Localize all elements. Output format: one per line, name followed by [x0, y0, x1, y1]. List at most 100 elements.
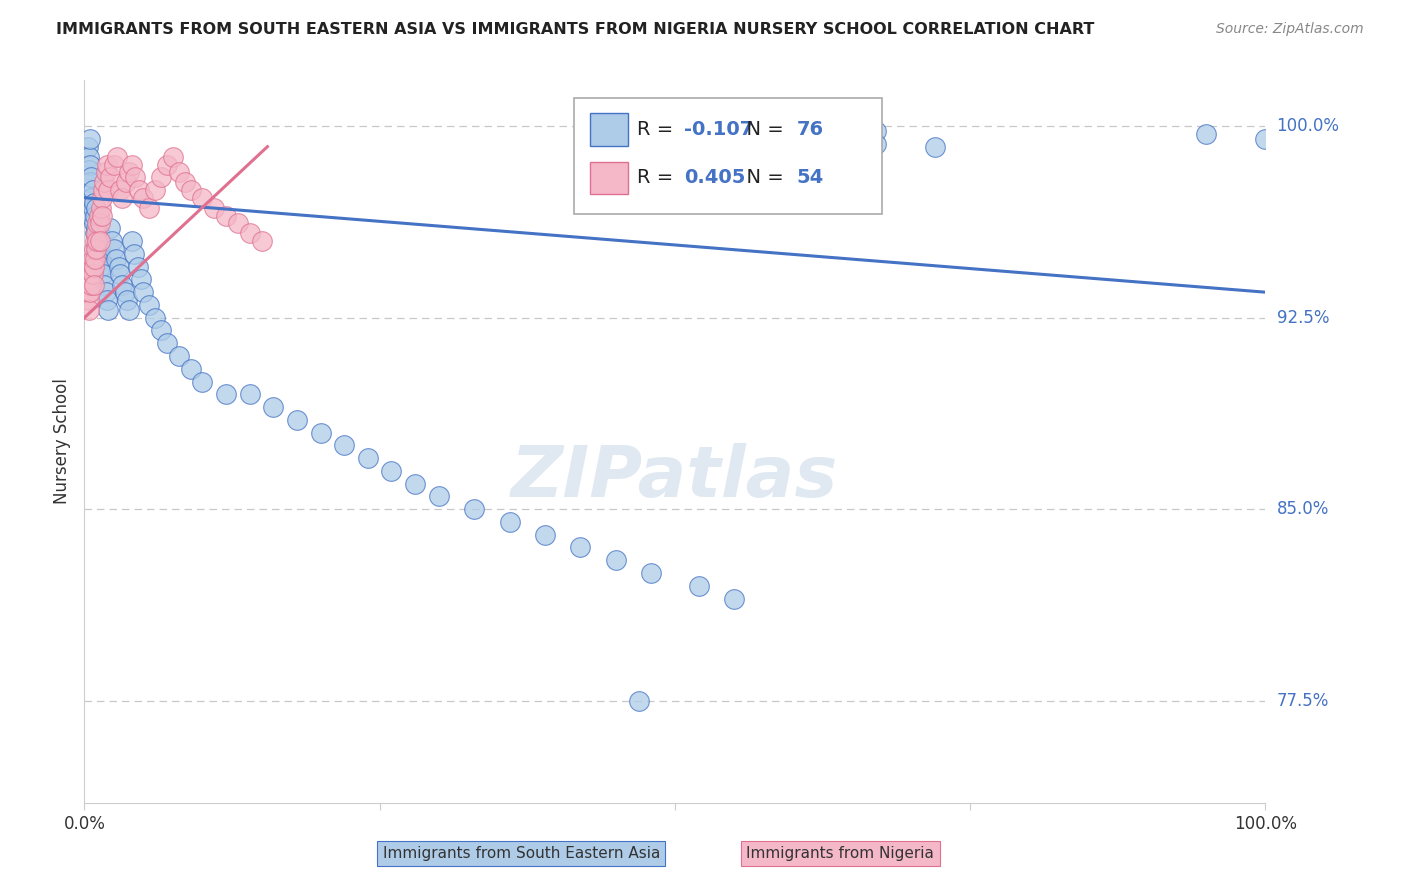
- Point: [309, 425, 332, 440]
- Point: [84, 221, 107, 235]
- Point: [84, 252, 107, 266]
- Text: N =: N =: [734, 169, 790, 187]
- Point: [107, 260, 129, 274]
- Point: [93, 277, 115, 292]
- Point: [89, 234, 111, 248]
- Point: [84, 242, 107, 256]
- Point: [91, 260, 114, 274]
- Point: [202, 201, 225, 215]
- Point: [83, 277, 105, 292]
- Point: [96, 293, 118, 307]
- Point: [239, 387, 262, 401]
- Point: [1195, 127, 1218, 141]
- Point: [118, 165, 141, 179]
- Point: [84, 234, 107, 248]
- Point: [86, 234, 108, 248]
- Point: [79, 272, 101, 286]
- Text: Immigrants from Nigeria: Immigrants from Nigeria: [747, 846, 934, 861]
- Point: [138, 201, 160, 215]
- Point: [404, 476, 426, 491]
- Point: [91, 191, 114, 205]
- Text: 77.5%: 77.5%: [1277, 691, 1329, 710]
- Point: [79, 285, 101, 300]
- Point: [82, 183, 104, 197]
- Point: [86, 234, 108, 248]
- Point: [87, 209, 110, 223]
- Point: [173, 175, 195, 189]
- Point: [77, 139, 100, 153]
- Point: [111, 277, 134, 292]
- Point: [127, 260, 149, 274]
- Point: [640, 566, 662, 580]
- Point: [167, 165, 190, 179]
- Point: [250, 234, 273, 248]
- Point: [427, 490, 450, 504]
- Text: N =: N =: [734, 120, 790, 139]
- Text: Immigrants from South Eastern Asia: Immigrants from South Eastern Asia: [382, 846, 659, 861]
- Point: [91, 268, 114, 282]
- Text: ZIPatlas: ZIPatlas: [512, 443, 838, 512]
- Text: 76: 76: [797, 120, 824, 139]
- Point: [98, 221, 121, 235]
- Point: [114, 175, 136, 189]
- Point: [132, 191, 155, 205]
- Point: [924, 139, 946, 153]
- Point: [215, 387, 238, 401]
- Point: [226, 216, 249, 230]
- Point: [77, 303, 100, 318]
- Point: [605, 553, 627, 567]
- Point: [97, 183, 120, 197]
- Point: [143, 183, 166, 197]
- Point: [162, 150, 184, 164]
- Point: [90, 252, 112, 266]
- Point: [723, 591, 745, 606]
- Point: [569, 541, 592, 555]
- Point: [80, 277, 103, 292]
- Text: 100.0%: 100.0%: [1277, 117, 1340, 136]
- Point: [111, 191, 134, 205]
- Point: [83, 260, 105, 274]
- Text: 92.5%: 92.5%: [1277, 309, 1329, 326]
- Point: [1254, 132, 1277, 146]
- Point: [239, 227, 262, 241]
- Point: [103, 242, 125, 256]
- Text: IMMIGRANTS FROM SOUTH EASTERN ASIA VS IMMIGRANTS FROM NIGERIA NURSERY SCHOOL COR: IMMIGRANTS FROM SOUTH EASTERN ASIA VS IM…: [56, 22, 1095, 37]
- Point: [138, 298, 160, 312]
- Point: [105, 252, 128, 266]
- Text: R =: R =: [637, 169, 679, 187]
- Point: [91, 183, 114, 197]
- Point: [80, 209, 103, 223]
- Point: [80, 170, 103, 185]
- Point: [628, 694, 651, 708]
- Point: [87, 227, 110, 241]
- Point: [688, 579, 710, 593]
- Point: [89, 242, 111, 256]
- Point: [380, 464, 402, 478]
- FancyBboxPatch shape: [591, 113, 627, 145]
- Point: [357, 451, 380, 466]
- Point: [80, 260, 103, 274]
- Point: [96, 157, 118, 171]
- Point: [128, 183, 150, 197]
- Point: [865, 124, 887, 138]
- Point: [79, 132, 101, 146]
- Point: [122, 247, 145, 261]
- Point: [191, 375, 214, 389]
- Point: [156, 336, 179, 351]
- Point: [107, 150, 129, 164]
- Text: 0.405: 0.405: [685, 169, 745, 187]
- Point: [180, 183, 202, 197]
- Point: [79, 157, 101, 171]
- Point: [82, 268, 104, 282]
- Point: [262, 400, 284, 414]
- Point: [89, 216, 111, 230]
- Point: [80, 191, 103, 205]
- Point: [79, 175, 101, 189]
- Point: [167, 349, 190, 363]
- Point: [132, 285, 155, 300]
- Point: [124, 170, 146, 185]
- Point: [180, 361, 202, 376]
- Point: [77, 150, 100, 164]
- FancyBboxPatch shape: [591, 161, 627, 194]
- Point: [115, 293, 138, 307]
